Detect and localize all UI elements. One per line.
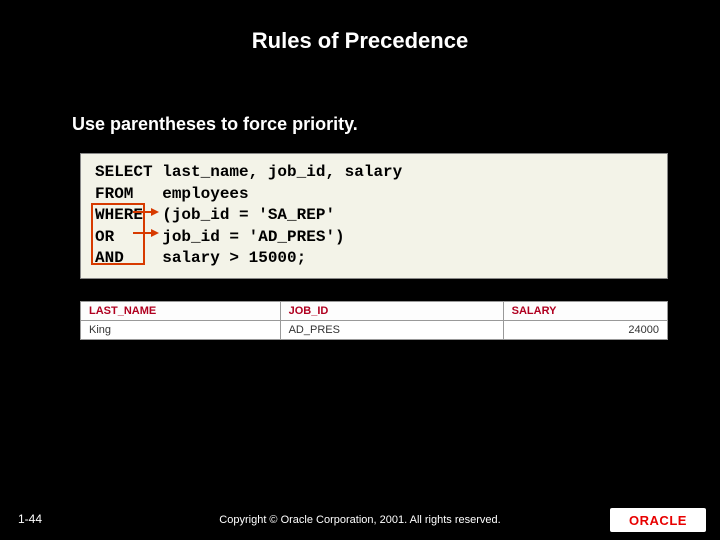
footer: 1-44 Copyright © Oracle Corporation, 200… [0,502,720,540]
col-salary: SALARY [503,301,667,320]
code-line-1: SELECT last_name, job_id, salary [95,162,653,184]
result-table: LAST_NAME JOB_ID SALARY King AD_PRES 240… [80,301,668,340]
slide-title: Rules of Precedence [0,0,720,54]
logo-text: ORACLE [629,513,687,528]
table-header-row: LAST_NAME JOB_ID SALARY [81,301,668,320]
code-line-4: OR job_id = 'AD_PRES') [95,227,653,249]
cell-lastname: King [81,320,281,339]
oracle-logo: ORACLE [610,508,706,532]
table-row: King AD_PRES 24000 [81,320,668,339]
cell-salary: 24000 [503,320,667,339]
code-line-5: AND salary > 15000; [95,248,653,270]
col-lastname: LAST_NAME [81,301,281,320]
sql-code-block: SELECT last_name, job_id, salary FROM em… [80,153,668,279]
col-jobid: JOB_ID [280,301,503,320]
code-line-2: FROM employees [95,184,653,206]
code-line-3: WHERE (job_id = 'SA_REP' [95,205,653,227]
slide-subtitle: Use parentheses to force priority. [72,114,720,135]
cell-jobid: AD_PRES [280,320,503,339]
